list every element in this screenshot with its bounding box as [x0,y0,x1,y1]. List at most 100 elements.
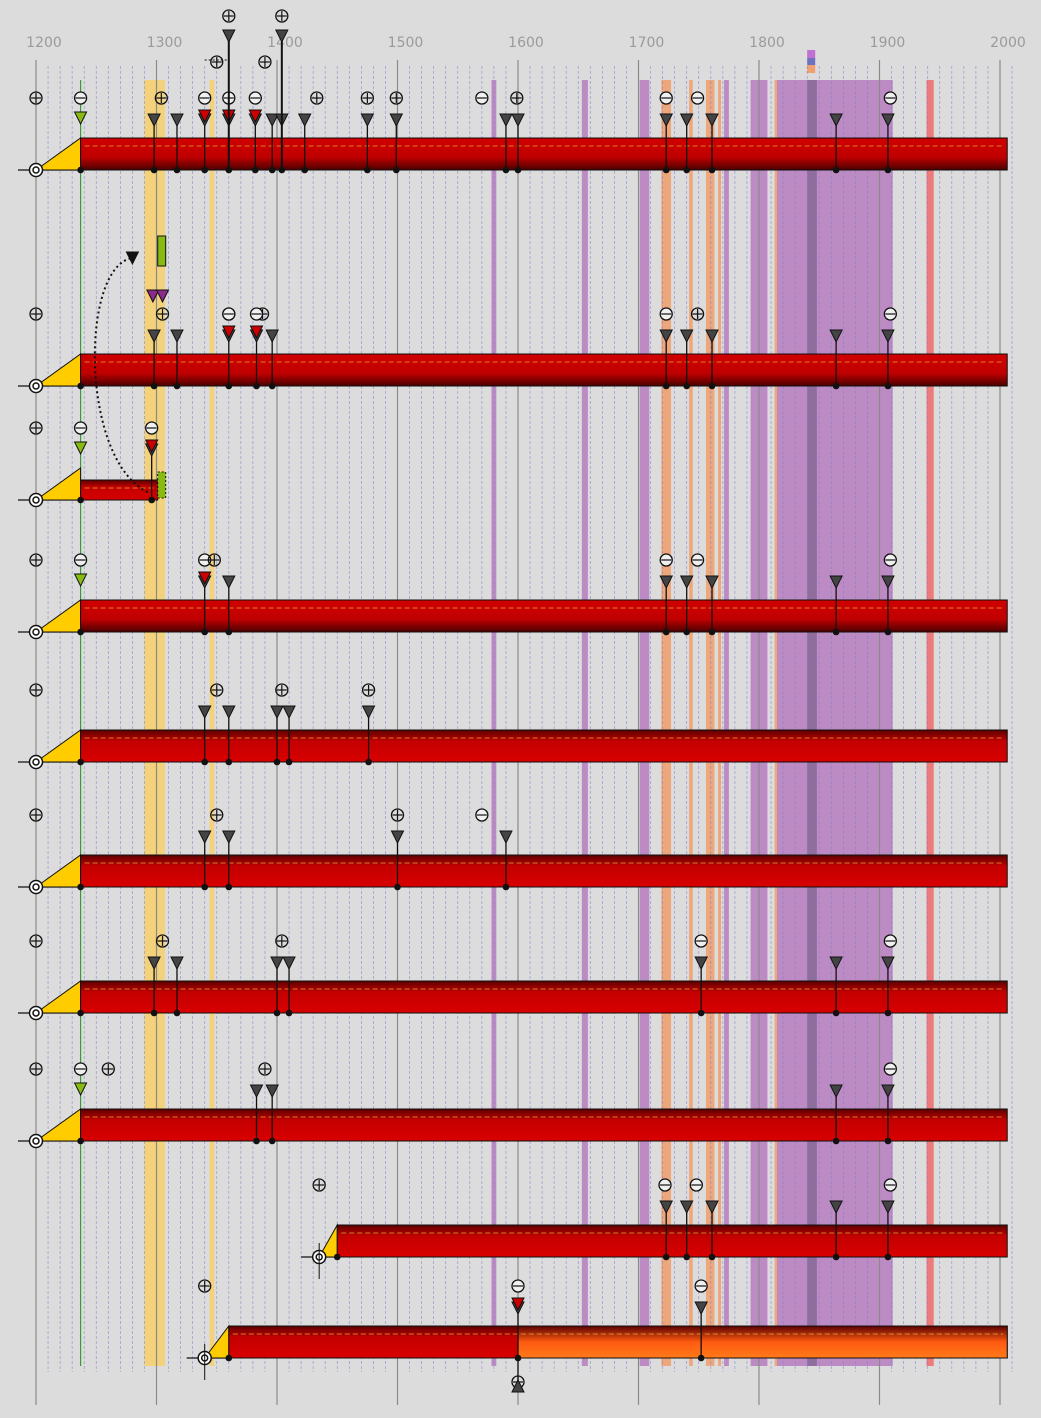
pin-triangle-icon [197,830,212,845]
pin-triangle-icon [659,1200,674,1215]
minus-marker-icon [883,307,897,321]
plus-marker-icon [29,683,43,697]
pin-triangle-icon [829,575,843,590]
plus-marker-icon [29,934,43,948]
pin-dot-icon [884,382,892,390]
pin-triangle-icon [170,329,184,344]
span-bar [80,137,1008,171]
pin-dot-icon [662,166,670,174]
event-band [807,80,817,1366]
pin-triangle-icon [705,329,719,344]
pin-dot-icon [394,883,401,891]
pin-dot-icon [173,166,181,174]
minus-marker-icon [883,553,897,567]
connector-arc [93,257,149,493]
pin-dot-icon [683,628,690,636]
span-bar [80,854,1008,888]
pin-dot-icon [225,382,233,390]
minus-marker-icon [145,421,159,435]
pin-dot-icon [201,883,208,891]
pin-dot-icon [662,1253,670,1261]
span-bar [80,599,1008,633]
plus-marker-icon [29,421,43,435]
pin-dot-icon [884,1009,892,1017]
minus-marker-icon [73,91,88,105]
pin-triangle-icon [881,575,895,590]
start-dot-icon [77,1009,84,1017]
pin-dot-icon [225,758,233,766]
pin-dot-icon [832,166,840,174]
event-band [689,80,693,1366]
pin-triangle-icon [270,956,284,971]
event-bands [144,50,934,1366]
pin-triangle-icon [881,956,895,971]
plus-marker-icon [258,55,272,69]
plus-marker-icon [29,553,43,567]
pin-dot-icon [697,1354,705,1362]
pin-triangle-icon [829,1084,843,1099]
pin-triangle-icon [197,705,212,720]
start-wedge [34,599,82,633]
origin-marker-icon [32,883,40,891]
pin-triangle-icon [829,329,843,344]
pin-triangle-icon [147,956,161,971]
minus-marker-icon [222,307,236,321]
pin-triangle-icon [511,113,525,128]
start-dot-icon [333,1253,341,1261]
red-triangle-icon [197,571,212,586]
minus-marker-icon [511,1279,525,1293]
pin-triangle-icon [659,113,674,128]
pin-triangle-icon [881,329,895,344]
start-dot-icon [77,166,84,174]
plus-marker-icon [210,808,224,822]
pin-triangle-icon [170,113,184,128]
pin-triangle-icon [221,575,236,590]
origin-marker-icon [32,382,40,390]
timeline-row [18,1062,1008,1149]
pin-triangle-icon [282,956,296,971]
span-bar [80,729,1008,763]
band-marker [807,65,816,73]
pin-dot-icon [884,628,892,636]
span-bar [80,353,1008,387]
plus-marker-icon [198,1279,212,1293]
start-wedge [34,980,82,1014]
start-dot-icon [225,1354,233,1362]
pin-triangle-icon [249,1084,264,1099]
green-marker-block [157,471,167,499]
arrow-head-icon [125,251,140,266]
pin-dot-icon [708,166,716,174]
green-triangle-icon [73,111,88,126]
red-triangle-icon [248,109,263,124]
pin-triangle-icon [270,705,284,720]
red-triangle-icon [197,109,212,124]
pin-triangle-icon [694,956,708,971]
origin-marker-icon [32,1137,40,1145]
plus-marker-icon [275,683,289,697]
green-marker-block [157,235,167,267]
pin-dot-icon [392,166,400,174]
pin-dot-icon [201,166,208,174]
pin-dot-icon [253,382,260,390]
pin-triangle-icon [390,830,405,845]
red-triangle-icon [221,325,236,340]
minus-marker-icon [248,91,262,105]
pin-dot-icon [708,628,716,636]
pin-triangle-icon [499,830,513,845]
minus-marker-icon [475,91,489,105]
minus-marker-icon [659,553,673,567]
span-bar-late [517,1325,1008,1359]
minus-marker-icon [73,421,88,435]
plus-marker-icon [510,91,524,105]
plus-marker-icon [210,683,224,697]
purple-triangle-icon [146,289,160,304]
origin-marker-icon [32,1009,40,1017]
plus-marker-icon [275,934,289,948]
event-band [661,80,672,1366]
pin-triangle-icon [679,1200,694,1215]
pin-dot-icon [884,1137,892,1145]
timeline-row [18,934,1008,1021]
event-band [639,80,650,1366]
event-band [724,80,729,1366]
pin-dot-icon [364,166,371,174]
